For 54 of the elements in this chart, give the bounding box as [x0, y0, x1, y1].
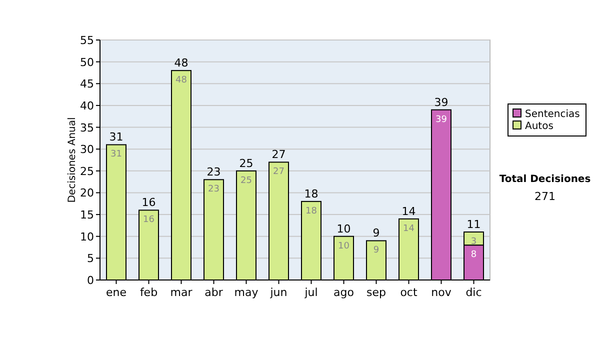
y-tick-label: 10 [80, 230, 94, 244]
x-tick-label: jun [269, 286, 288, 299]
total-label: 31 [109, 130, 124, 144]
total-label: 39 [434, 96, 448, 109]
legend-label: Sentencias [525, 109, 580, 120]
y-tick-label: 30 [80, 143, 94, 156]
total-label: 48 [174, 56, 188, 70]
y-tick-label: 0 [87, 274, 94, 287]
y-tick-label: 50 [80, 56, 94, 69]
y-tick-label: 20 [80, 186, 94, 200]
y-tick-label: 40 [80, 99, 94, 112]
total-label: 9 [372, 226, 380, 240]
y-tick-label: 5 [87, 252, 94, 266]
data-label: 9 [373, 246, 380, 256]
data-label: 25 [240, 176, 252, 186]
y-tick-label: 35 [80, 121, 94, 134]
data-label: 16 [143, 215, 155, 226]
total-label: 23 [206, 166, 221, 179]
x-tick-label: ago [334, 286, 354, 299]
data-label: 39 [436, 114, 448, 125]
x-tick-label: may [234, 286, 259, 299]
data-label: 23 [208, 184, 220, 195]
data-label: 18 [306, 206, 318, 216]
data-label: 8 [470, 250, 477, 260]
x-tick-label: feb [140, 286, 158, 299]
total-label: 25 [239, 156, 254, 170]
data-label: 48 [176, 76, 188, 86]
data-label: 10 [338, 241, 350, 252]
x-tick-label: nov [431, 286, 452, 299]
y-axis-title: Decisiones Anual [67, 117, 78, 203]
data-label: 14 [403, 224, 415, 234]
total-label: 27 [272, 148, 286, 162]
total-label: 14 [402, 204, 416, 218]
y-tick-label: 55 [80, 34, 94, 47]
x-tick-label: mar [170, 286, 193, 299]
total-label: 11 [466, 218, 481, 231]
text: Total Decisiones [499, 174, 591, 185]
x-tick-label: sep [366, 286, 386, 299]
x-tick-label: jul [304, 286, 318, 299]
x-tick-label: dic [466, 286, 482, 299]
total-label: 18 [304, 187, 318, 200]
x-tick-label: oct [400, 286, 418, 299]
x-tick-label: ene [106, 286, 127, 299]
total-label: 10 [336, 222, 351, 236]
y-tick-label: 15 [80, 208, 94, 222]
data-label: 3 [470, 237, 477, 247]
y-tick-label: 25 [80, 164, 94, 178]
x-tick-label: abr [204, 286, 224, 299]
data-label: 31 [110, 150, 122, 160]
data-label: 27 [273, 167, 284, 178]
total-label: 16 [142, 196, 156, 210]
legend-label: Autos [525, 121, 554, 132]
y-tick-label: 45 [80, 78, 94, 91]
text: 271 [534, 190, 556, 203]
